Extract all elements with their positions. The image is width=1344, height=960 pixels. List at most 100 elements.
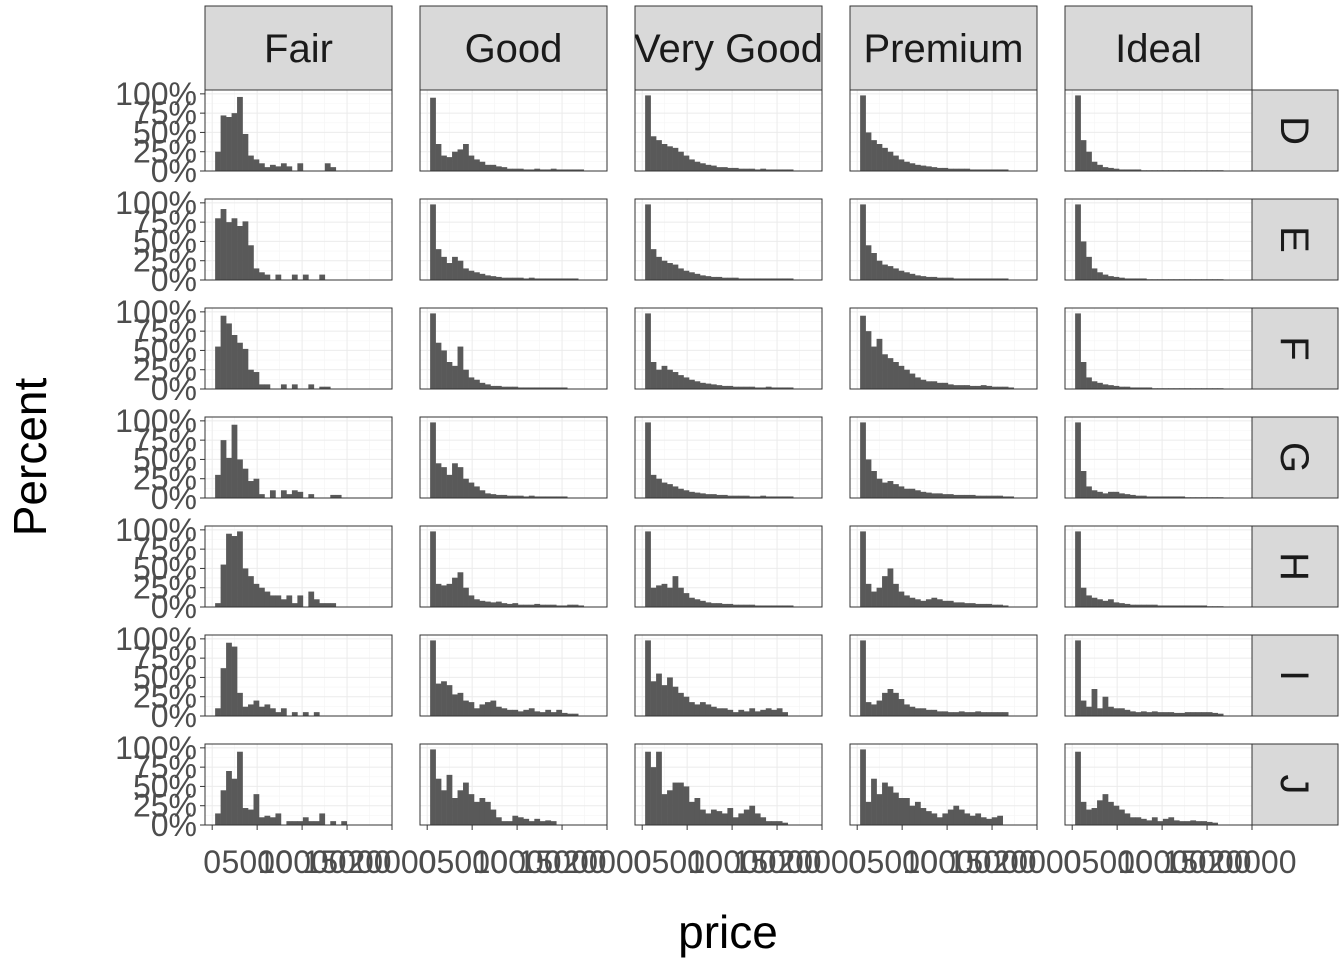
histogram-bar: [958, 809, 965, 825]
y-tick-label: 75%: [133, 422, 197, 458]
histogram-bar: [280, 599, 287, 607]
histogram-bar: [1124, 709, 1131, 716]
histogram-bar: [650, 249, 657, 280]
histogram-bar: [1135, 817, 1142, 825]
y-tick-label: 25%: [133, 134, 197, 170]
histogram-bar: [441, 256, 447, 280]
y-tick-label: 50%: [133, 114, 197, 150]
histogram-bar: [771, 821, 778, 825]
histogram-bar: [308, 384, 315, 389]
histogram-bar: [1075, 751, 1081, 825]
histogram-bar: [865, 801, 872, 825]
row-strip-label: D: [1272, 116, 1316, 145]
x-tick-label: 10000: [903, 844, 992, 880]
histogram-bar: [672, 782, 679, 825]
histogram-bar: [914, 377, 921, 389]
y-tick-label: 50%: [133, 441, 197, 477]
histogram-bar: [435, 463, 442, 498]
histogram-bar: [765, 605, 772, 607]
y-tick-label: 0%: [151, 698, 197, 734]
histogram-bar: [898, 365, 905, 389]
histogram-bar: [545, 387, 552, 389]
histogram-bar: [501, 494, 508, 498]
histogram-bar: [931, 709, 938, 716]
histogram-bar: [991, 495, 998, 498]
histogram-bar: [893, 155, 899, 171]
histogram-bar: [749, 708, 756, 716]
histogram-bar: [980, 495, 987, 498]
histogram-bar: [743, 278, 750, 280]
histogram-bar: [452, 694, 458, 716]
panel-ideal-e: [1064, 198, 1253, 281]
histogram-bar: [738, 278, 745, 280]
histogram-bar: [1173, 712, 1180, 716]
histogram-bar: [286, 166, 293, 171]
histogram-bar: [871, 140, 877, 171]
histogram-bar: [727, 808, 734, 825]
histogram-bar: [550, 496, 557, 498]
histogram-bar: [215, 813, 221, 825]
histogram-bar: [242, 568, 249, 607]
histogram-bar: [986, 712, 993, 716]
histogram-bar: [490, 700, 497, 716]
histogram-bar: [776, 496, 783, 498]
histogram-bar: [490, 809, 497, 825]
y-tick-label: 0%: [151, 589, 197, 625]
histogram-bar: [264, 384, 271, 389]
histogram-bar: [743, 604, 750, 607]
histogram-bar: [495, 817, 502, 825]
histogram-bar: [457, 260, 464, 280]
histogram-bar: [645, 422, 651, 498]
panel-border: [204, 198, 393, 281]
histogram-bar: [782, 387, 789, 389]
panel-very-good-g: [634, 416, 823, 499]
panel-very-good-i: [634, 634, 823, 717]
histogram-bar: [975, 813, 982, 825]
histogram-bar: [860, 95, 866, 171]
histogram-bar: [258, 494, 265, 498]
histogram-bar: [782, 496, 789, 498]
histogram-bar: [1135, 387, 1142, 389]
histogram-bar: [1080, 801, 1087, 825]
panel-border: [849, 743, 1038, 826]
histogram-bar: [787, 278, 794, 280]
histogram-bar: [297, 595, 304, 607]
histogram-bar: [561, 278, 568, 280]
histogram-bar: [699, 382, 706, 389]
histogram-bar: [865, 583, 872, 607]
histogram-bar: [661, 144, 668, 171]
histogram-bar: [942, 813, 949, 825]
histogram-bar: [986, 495, 993, 498]
histogram-bar: [484, 702, 491, 716]
panel-border: [634, 743, 823, 826]
histogram-bar: [1086, 809, 1092, 825]
histogram-bar: [463, 369, 469, 389]
histogram-bar: [506, 168, 513, 171]
histogram-bar: [1201, 821, 1208, 825]
histogram-bar: [237, 751, 243, 825]
histogram-bar: [925, 166, 932, 171]
histogram-bar: [567, 278, 574, 280]
histogram-bar: [512, 709, 519, 716]
histogram-bar: [931, 381, 938, 389]
histogram-bar: [512, 277, 519, 280]
histogram-bar: [253, 159, 260, 171]
y-tick-label: 50%: [133, 332, 197, 368]
histogram-bar: [539, 496, 546, 498]
histogram-bar: [501, 167, 508, 171]
histogram-bar: [335, 494, 342, 498]
histogram-bar: [430, 422, 436, 498]
histogram-bar: [1002, 169, 1009, 171]
histogram-bar: [446, 474, 453, 498]
histogram-bar: [286, 494, 293, 498]
histogram-bar: [721, 603, 728, 607]
histogram-bar: [517, 387, 524, 389]
histogram-bar: [914, 801, 921, 825]
histogram-bar: [248, 155, 254, 171]
histogram-bar: [561, 712, 568, 716]
histogram-bar: [672, 372, 679, 389]
histogram-bar: [561, 387, 568, 389]
histogram-bar: [280, 708, 287, 716]
histogram-bar: [534, 168, 541, 171]
histogram-bar: [876, 144, 883, 171]
